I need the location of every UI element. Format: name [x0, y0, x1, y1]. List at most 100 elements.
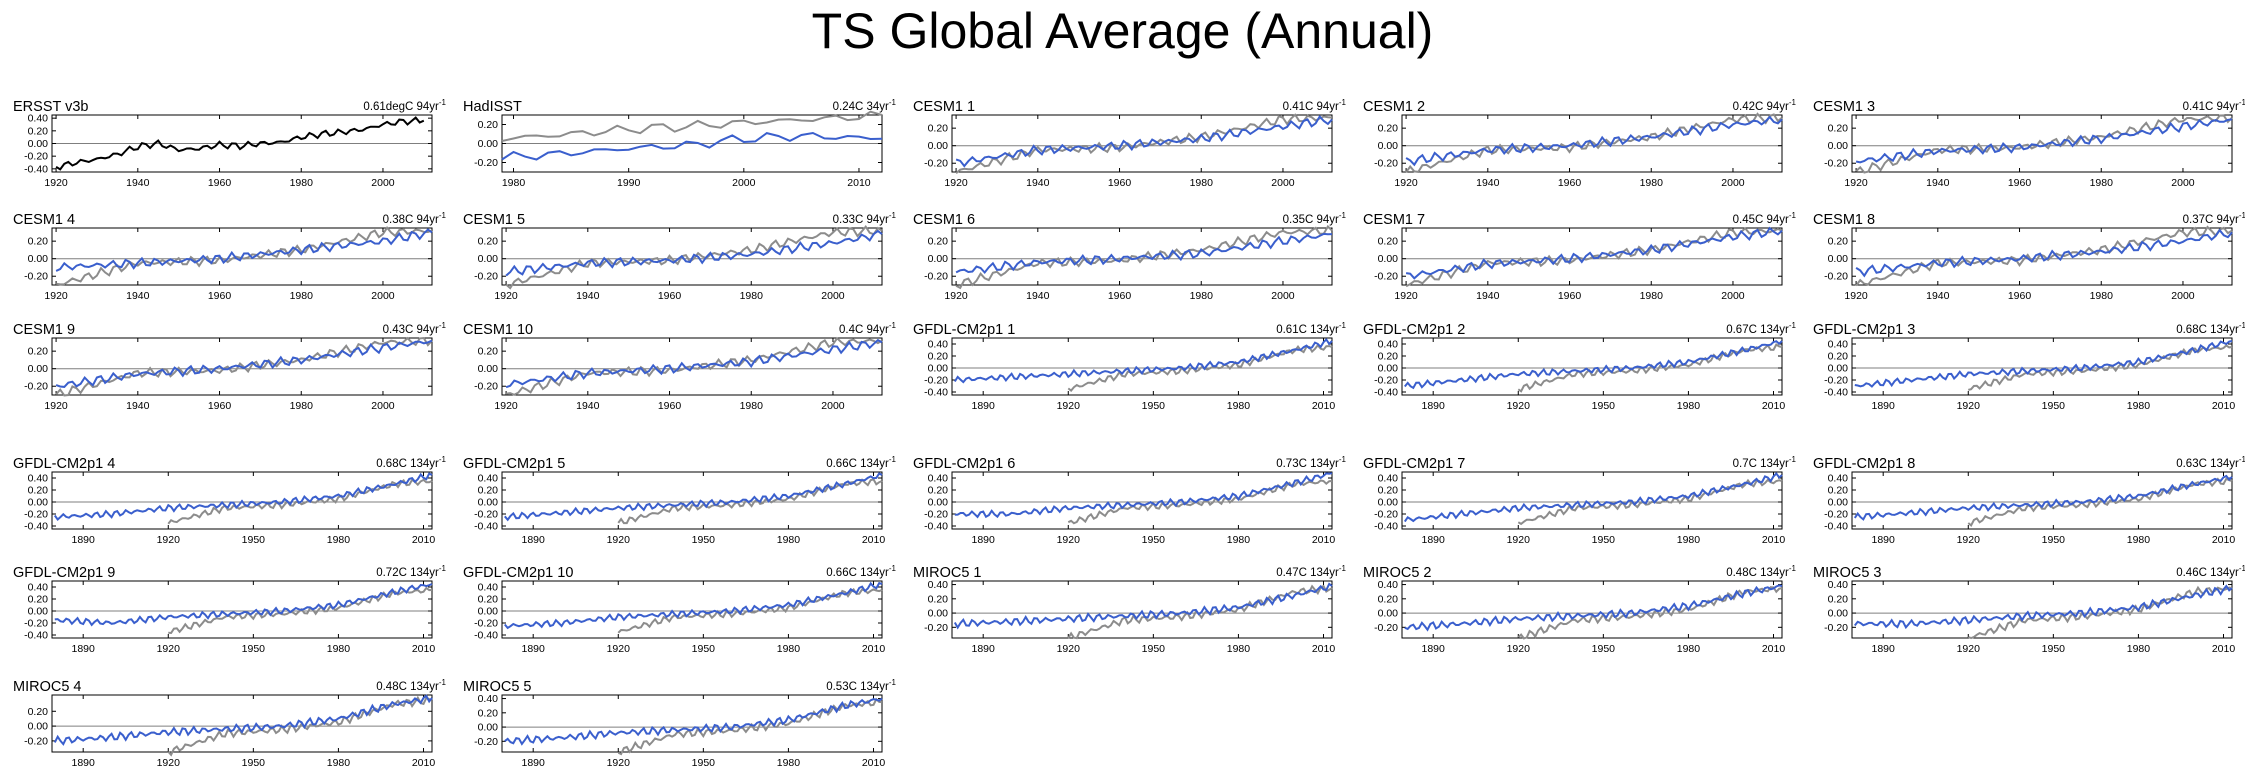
panel-title: GFDL-CM2p1 1 [913, 322, 1016, 338]
trend-unit-exponent: -1 [888, 455, 896, 464]
x-tick-label: 1960 [2008, 177, 2032, 189]
y-tick-label: 0.00 [928, 497, 949, 509]
y-tick-label: 0.00 [1378, 363, 1399, 375]
y-tick-label: 0.40 [1378, 579, 1399, 591]
x-tick-label: 1950 [1592, 643, 1616, 655]
x-tick-label: 2000 [821, 290, 845, 302]
x-tick-label: 1980 [1190, 177, 1214, 189]
x-tick-label: 1980 [777, 534, 801, 546]
y-tick-label: -0.20 [924, 271, 948, 283]
trend-label: 0.61degC 94yr-1 [363, 98, 446, 113]
y-tick-label: -0.20 [924, 622, 948, 634]
trend-unit-exponent: -1 [1788, 455, 1796, 464]
trend-unit-exponent: -1 [1788, 564, 1796, 573]
trend-unit-exponent: -1 [438, 321, 446, 330]
plot-frame [51, 337, 433, 396]
x-tick-label: 1920 [1844, 290, 1868, 302]
chart-panel: 0.40 0.20 0.00 -0.20 1890 1920 1950 1980 2010 MIR… [1810, 563, 2245, 660]
chart-panel: 0.40 0.20 0.00 -0.20 -0.40 1890 1920 1950 1980 20… [10, 563, 460, 660]
panel-title: CESM1 4 [13, 212, 76, 228]
y-tick-label: 0.00 [28, 363, 49, 375]
plot-frame [51, 471, 433, 530]
chart-panel: 0.40 0.20 0.00 -0.20 -0.40 1890 1920 1950 1980 20… [1810, 320, 2245, 417]
panel-title: GFDL-CM2p1 7 [1363, 456, 1466, 472]
x-tick-label: 2010 [2212, 643, 2236, 655]
chart-svg: 0.400.200.00-0.20-0.40 1890 1920 1950 1980 20… [474, 580, 885, 655]
x-tick-label: 1920 [1957, 643, 1981, 655]
y-tick-label: 0.20 [928, 236, 949, 248]
trend-value: 0.37C 94yr [2182, 213, 2239, 226]
chart-svg: 0.400.200.00-0.20-0.40 1890 1920 1950 1980 20… [24, 471, 435, 546]
panel-title: GFDL-CM2p1 3 [1813, 322, 1916, 338]
trend-label: 0.53C 134yr-1 [826, 678, 896, 693]
series-line-reference [1405, 112, 1783, 173]
x-tick-label: 1960 [1108, 177, 1132, 189]
panel-title: GFDL-CM2p1 6 [913, 456, 1016, 472]
x-tick-label: 2000 [1271, 290, 1295, 302]
y-tick-label: 0.20 [478, 485, 499, 497]
x-tick-label: 1980 [327, 534, 351, 546]
series-line-reference [955, 113, 1333, 175]
trend-label: 0.43C 94yr-1 [383, 321, 446, 336]
panel-title: CESM1 9 [13, 322, 76, 338]
y-tick-label: 0.00 [1378, 608, 1399, 620]
trend-value: 0.66C 134yr [826, 566, 889, 579]
trend-label: 0.63C 134yr-1 [2176, 455, 2245, 470]
trend-label: 0.42C 94yr-1 [1733, 98, 1796, 113]
x-tick-label: 1980 [1677, 400, 1701, 412]
plot-frame [1851, 114, 2233, 173]
panel-title: CESM1 1 [913, 99, 976, 115]
x-tick-label: 1890 [1872, 400, 1896, 412]
x-tick-label: 1920 [157, 757, 181, 769]
x-tick-label: 1980 [502, 177, 526, 189]
plot-frame [1401, 580, 1783, 639]
series-line-reference [1967, 585, 2233, 640]
y-tick-label: 0.20 [28, 594, 49, 606]
panel-title: CESM1 7 [1363, 212, 1426, 228]
panel-title: ERSST v3b [13, 99, 89, 115]
x-tick-label: 2010 [1312, 400, 1336, 412]
trend-value: 0.33C 94yr [832, 213, 889, 226]
x-tick-label: 1890 [1422, 643, 1446, 655]
y-tick-label: 0.20 [1378, 593, 1399, 605]
y-tick-label: 0.20 [1378, 236, 1399, 248]
y-tick-label: -0.20 [1374, 158, 1398, 170]
chart-panel: 0.20 0.00 -0.20 1920 1940 1960 1980 2000 CESM1 3… [1810, 97, 2245, 194]
trend-value: 0.48C 134yr [1726, 566, 1789, 579]
series-line-model [55, 228, 433, 272]
trend-value: 0.67C 134yr [1726, 323, 1789, 336]
y-tick-label: 0.40 [928, 579, 949, 591]
y-tick-label: -0.20 [1374, 375, 1398, 387]
series-line-reference [55, 226, 433, 286]
trend-value: 0.41C 94yr [2182, 100, 2239, 113]
trend-label: 0.37C 94yr-1 [2183, 211, 2245, 226]
x-tick-label: 1950 [1142, 643, 1166, 655]
trend-value: 0.68C 134yr [2176, 323, 2239, 336]
y-tick-label: 0.40 [28, 113, 49, 125]
chart-panel: 0.20 0.00 -0.20 1920 1940 1960 1980 2000 CESM1 9… [10, 320, 460, 417]
chart-svg: 0.20 0.00 -0.20 1920 1940 1960 1980 2000 [924, 113, 1333, 189]
series-line-model [953, 582, 1333, 630]
chart-panel: 0.40 0.20 0.00 -0.20 -0.40 1890 1920 1950 1980 20… [1360, 454, 1810, 551]
chart-panel: 0.40 0.20 0.00 -0.20 -0.40 1920 1940 1960 1980 20… [10, 97, 460, 194]
x-tick-label: 1920 [1057, 400, 1081, 412]
series-line-model [1853, 474, 2233, 521]
page-title: TS Global Average (Annual) [811, 3, 1434, 59]
x-tick-label: 1980 [1677, 534, 1701, 546]
trend-label: 0.67C 134yr-1 [1726, 321, 1796, 336]
x-tick-label: 2000 [732, 177, 756, 189]
x-tick-label: 2010 [1312, 534, 1336, 546]
x-tick-label: 2000 [1721, 177, 1745, 189]
trend-value: 0.48C 134yr [376, 680, 439, 693]
series-line-model [54, 583, 433, 627]
x-tick-label: 2000 [371, 290, 395, 302]
series-line-reference [501, 110, 883, 142]
trend-unit-exponent: -1 [1788, 98, 1796, 107]
x-tick-label: 1890 [972, 643, 996, 655]
x-tick-label: 1920 [1394, 290, 1418, 302]
trend-value: 0.61C 134yr [1276, 323, 1339, 336]
y-tick-label: 0.00 [28, 138, 49, 150]
chart-svg: 0.20 0.00 -0.20 1920 1940 1960 1980 2000 [474, 336, 883, 412]
x-tick-label: 1890 [72, 757, 96, 769]
